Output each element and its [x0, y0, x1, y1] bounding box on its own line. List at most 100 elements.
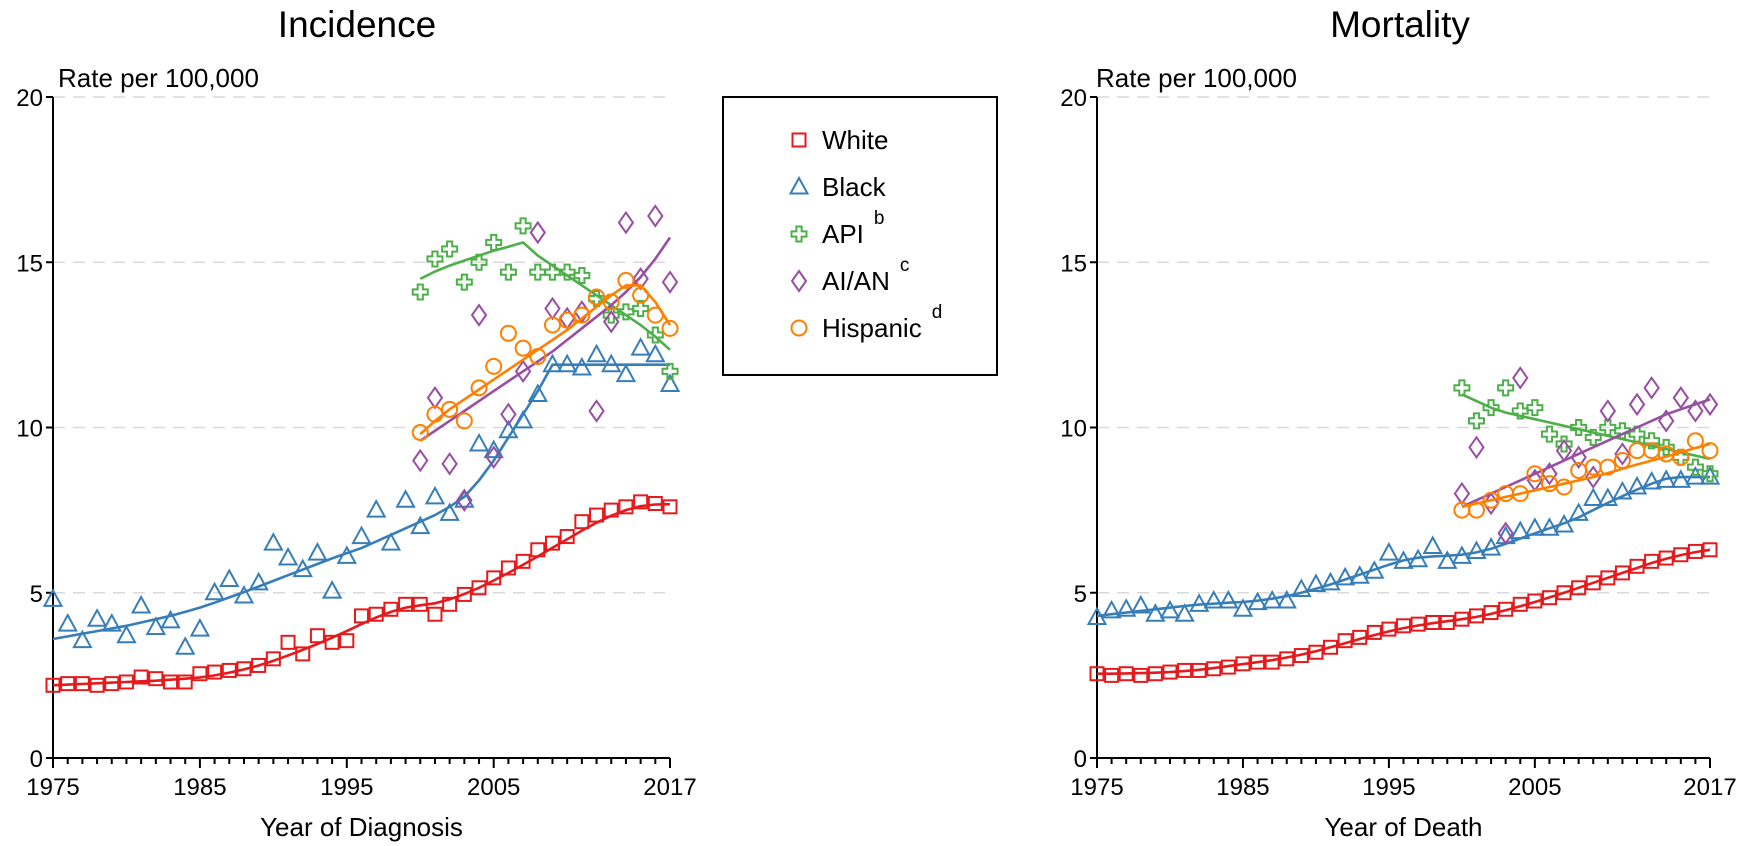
data-point-black	[556, 353, 578, 373]
x-tick-label: 2005	[1508, 774, 1561, 801]
data-point-hispanic	[1570, 461, 1588, 479]
data-point-ai-an	[544, 296, 561, 321]
data-point-white	[1512, 596, 1528, 612]
legend-label: White	[822, 125, 888, 155]
data-point-white	[500, 560, 516, 576]
legend: White Black API b AI/AN c Hispanic d	[722, 96, 998, 376]
data-point-black	[1232, 598, 1254, 617]
data-point-white	[603, 502, 619, 518]
data-point-white	[295, 646, 311, 662]
data-point-white	[456, 586, 472, 602]
data-point-api	[573, 266, 591, 284]
data-point-white	[559, 529, 575, 545]
data-point-white	[618, 499, 634, 515]
data-point-ai-an	[529, 220, 547, 245]
y-tick-label: 0	[1074, 746, 1087, 773]
data-point-white	[589, 507, 605, 523]
data-point-black	[1626, 475, 1648, 495]
data-point-hispanic	[646, 306, 664, 324]
data-point-hispanic	[441, 400, 459, 418]
data-point-black	[1174, 603, 1195, 622]
data-point-black	[527, 383, 548, 402]
data-point-white	[1118, 666, 1134, 682]
y-tick-label: 10	[16, 416, 43, 443]
data-point-black	[248, 571, 269, 591]
data-point-black	[130, 594, 152, 614]
data-point-black	[1656, 469, 1677, 488]
legend-footnote-marker: d	[932, 302, 943, 323]
legend-item-white: White	[791, 125, 888, 155]
data-point-black	[645, 343, 666, 363]
data-point-black	[468, 432, 490, 452]
data-point-black	[571, 356, 593, 376]
trend-line-black	[1096, 475, 1710, 618]
legend-marker-api	[790, 225, 808, 243]
data-point-black	[42, 588, 64, 607]
data-point-api	[1540, 425, 1558, 443]
data-point-black	[483, 439, 504, 459]
data-point-black	[101, 613, 122, 632]
data-point-black	[72, 629, 93, 649]
data-point-hispanic	[529, 347, 547, 365]
data-point-black	[277, 546, 299, 566]
legend-marker-hispanic	[790, 319, 808, 337]
x-axis-title: Year of Death	[1324, 812, 1482, 842]
data-point-white	[1337, 633, 1353, 649]
data-point-api	[455, 273, 473, 291]
data-point-white	[1250, 654, 1266, 670]
data-point-white	[574, 514, 590, 530]
data-point-white	[1162, 664, 1178, 680]
data-point-black	[86, 608, 108, 627]
data-point-black	[1422, 535, 1443, 554]
data-point-white	[192, 666, 208, 682]
data-point-ai-an	[1687, 399, 1704, 423]
data-point-black	[586, 343, 607, 363]
data-point-white	[1644, 553, 1660, 569]
data-point-black	[116, 624, 137, 644]
data-point-ai-an	[1614, 442, 1631, 466]
x-tick-label: 2017	[1683, 774, 1736, 801]
data-point-black	[542, 353, 563, 373]
mortality-panel: Mortality Rate per 100,000 0 5 10 15 20 1975 198…	[1060, 4, 1736, 842]
data-point-api	[1526, 399, 1544, 417]
data-point-api	[632, 300, 650, 318]
data-point-white	[1527, 593, 1543, 609]
data-point-black	[263, 532, 284, 551]
series-white	[45, 494, 678, 693]
data-point-white	[1264, 654, 1280, 670]
legend-label: Black	[822, 172, 887, 202]
data-point-hispanic	[1672, 448, 1690, 466]
data-point-black	[1641, 470, 1662, 490]
x-tick-label: 2017	[643, 774, 696, 801]
series-api	[1453, 379, 1719, 483]
data-point-black	[395, 489, 416, 508]
data-point-black	[512, 409, 534, 429]
data-point-api	[543, 263, 561, 281]
legend-label: API	[822, 219, 864, 249]
data-point-black	[439, 502, 460, 521]
data-point-black	[1276, 589, 1297, 609]
data-point-white	[1104, 667, 1120, 683]
data-point-black	[1685, 465, 1706, 485]
legend-label: AI/AN	[822, 266, 890, 296]
data-point-black	[1305, 573, 1327, 592]
legend-footnote-marker: c	[900, 255, 910, 276]
data-point-white	[1425, 614, 1441, 630]
data-point-ai-an	[470, 303, 488, 327]
data-point-api	[1643, 432, 1661, 450]
data-point-ai-an	[1599, 399, 1617, 423]
data-point-black	[175, 636, 196, 655]
data-point-hispanic	[558, 311, 576, 329]
chart-title: Mortality	[1330, 4, 1470, 45]
data-point-black	[454, 489, 475, 508]
data-point-black	[1218, 589, 1239, 609]
data-point-black	[351, 525, 372, 545]
data-point-hispanic	[426, 405, 444, 423]
data-point-hispanic	[1511, 485, 1529, 503]
data-point-hispanic	[543, 316, 561, 334]
data-point-ai-an	[1541, 462, 1558, 486]
data-point-white	[104, 676, 120, 692]
data-point-black	[1583, 487, 1604, 507]
data-point-api	[411, 283, 429, 301]
data-point-ai-an	[647, 204, 664, 228]
